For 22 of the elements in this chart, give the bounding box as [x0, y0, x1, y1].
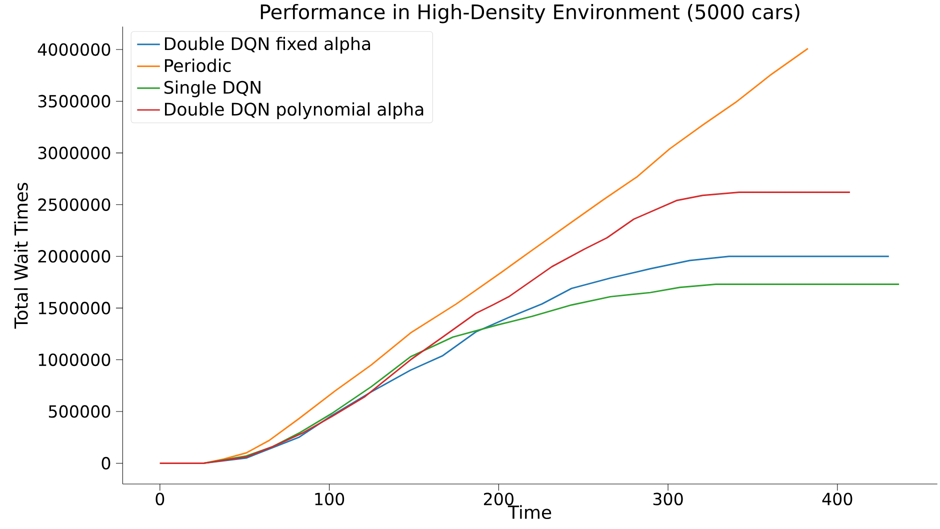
y-tick-label: 2500000 — [38, 198, 110, 211]
x-axis-title: Time — [508, 504, 552, 519]
y-tick-label: 4000000 — [38, 43, 110, 56]
chart-title: Performance in High-Density Environment (5000 cars) — [260, 4, 800, 24]
x-tick-label: 400 — [822, 492, 852, 506]
y-tick-label: 500000 — [48, 405, 110, 418]
y-tick-label: 0 — [102, 456, 110, 470]
y-tick-label: 1500000 — [38, 302, 110, 314]
legend-label: Single DQN — [164, 80, 260, 98]
y-axis-title: Total Wait Times — [14, 182, 28, 329]
x-tick-label: 300 — [653, 492, 683, 506]
x-tick-label: 0 — [156, 492, 164, 506]
y-tick-label: 2000000 — [38, 250, 110, 263]
line-series — [159, 191, 851, 464]
y-tick-label: 3500000 — [38, 94, 110, 108]
y-tick-label: 1000000 — [38, 353, 110, 366]
legend-label: Double DQN polynomial alpha — [165, 102, 424, 119]
x-tick-label: 100 — [315, 492, 344, 506]
legend-label: Periodic — [165, 58, 231, 72]
legend-label: Double DQN fixed alpha — [165, 36, 370, 54]
x-tick-label: 200 — [484, 492, 514, 506]
y-tick-label: 3000000 — [38, 146, 110, 160]
